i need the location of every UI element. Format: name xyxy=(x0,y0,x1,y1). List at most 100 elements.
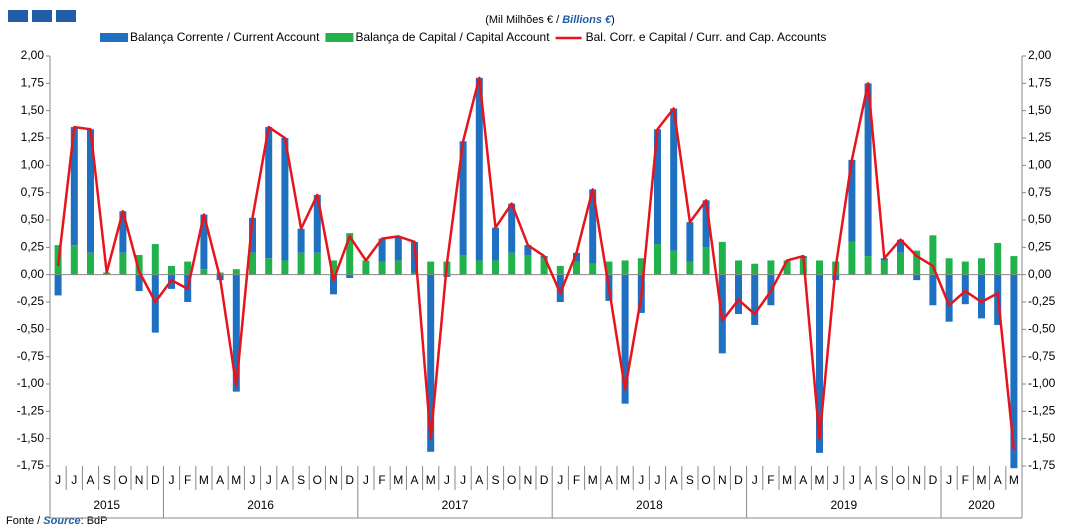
x-tick-label: F xyxy=(767,473,774,487)
bar-capital xyxy=(330,260,337,275)
x-tick-label: J xyxy=(55,473,61,487)
y2-tick-label: -0,50 xyxy=(1028,322,1056,336)
y-tick-label: -1,00 xyxy=(17,376,45,390)
x-tick-label: J xyxy=(363,473,369,487)
bar-capital xyxy=(411,272,418,275)
bar-capital xyxy=(184,261,192,275)
bar-current xyxy=(427,274,435,452)
x-tick-label: D xyxy=(929,473,938,487)
x-tick-label: M xyxy=(199,473,209,487)
year-label: 2017 xyxy=(442,498,469,512)
bar-capital xyxy=(654,244,661,275)
x-tick-label: A xyxy=(281,473,289,487)
bar-capital xyxy=(378,261,386,275)
logo-block xyxy=(32,10,52,22)
bar-capital xyxy=(556,265,564,275)
x-tick-label: J xyxy=(752,473,758,487)
bar-current xyxy=(411,241,418,273)
x-tick-label: O xyxy=(118,473,127,487)
bar-current xyxy=(330,274,337,295)
legend-label: Balança Corrente / Current Account xyxy=(130,30,320,44)
bar-current xyxy=(313,194,321,253)
source-part: Source xyxy=(43,515,80,527)
x-tick-label: D xyxy=(734,473,743,487)
x-tick-label: N xyxy=(718,473,727,487)
x-tick-label: F xyxy=(378,473,385,487)
x-tick-label: A xyxy=(86,473,94,487)
y2-tick-label: 0,00 xyxy=(1028,267,1052,281)
bar-capital xyxy=(346,233,354,275)
y-tick-label: -1,50 xyxy=(17,431,45,445)
bar-capital xyxy=(783,260,791,275)
bar-capital xyxy=(994,242,1002,275)
legend-label: Balança de Capital / Capital Account xyxy=(355,30,550,44)
bar-current xyxy=(945,274,953,322)
subtitle: (Mil Milhões € / Billions €) xyxy=(485,14,615,26)
bar-current xyxy=(346,274,354,278)
x-tick-label: O xyxy=(896,473,905,487)
y2-tick-label: -1,75 xyxy=(1028,458,1056,472)
x-tick-label: O xyxy=(313,473,322,487)
x-tick-label: A xyxy=(994,473,1002,487)
bar-capital xyxy=(297,252,305,275)
x-tick-label: J xyxy=(833,473,839,487)
year-label: 2016 xyxy=(247,498,274,512)
x-tick-label: J xyxy=(460,473,466,487)
bar-current xyxy=(978,274,985,319)
y-tick-label: -1,25 xyxy=(17,404,45,418)
bar-current xyxy=(475,77,483,261)
bar-current xyxy=(297,228,305,253)
x-tick-label: S xyxy=(297,473,305,487)
y2-tick-label: -1,00 xyxy=(1028,376,1056,390)
x-tick-label: M xyxy=(620,473,630,487)
y-tick-label: -0,75 xyxy=(17,349,45,363)
y2-tick-label: 1,00 xyxy=(1028,158,1052,172)
subtitle-part: ) xyxy=(611,14,615,26)
x-tick-label: M xyxy=(1009,473,1019,487)
bar-capital xyxy=(978,258,985,275)
legend-label: Bal. Corr. e Capital / Curr. and Cap. Ac… xyxy=(586,30,827,44)
bar-capital xyxy=(524,254,532,275)
line-total xyxy=(56,76,1016,450)
bar-current xyxy=(394,236,402,261)
x-tick-label: N xyxy=(135,473,144,487)
x-tick-label: F xyxy=(962,473,969,487)
y-tick-label: 0,25 xyxy=(21,240,45,254)
bar-capital xyxy=(362,260,370,275)
bar-capital xyxy=(459,254,467,275)
bar-current xyxy=(961,274,969,305)
x-tick-label: J xyxy=(250,473,256,487)
bar-current xyxy=(1010,274,1018,469)
y-tick-label: 1,00 xyxy=(21,158,45,172)
bar-current xyxy=(816,274,823,453)
year-label: 2020 xyxy=(968,498,995,512)
x-tick-label: S xyxy=(686,473,694,487)
source-part: Fonte / xyxy=(6,515,43,527)
bar-capital xyxy=(1010,256,1018,275)
bar-current xyxy=(864,83,872,257)
bar-current xyxy=(249,217,256,253)
bar-capital xyxy=(621,260,629,275)
x-tick-label: S xyxy=(491,473,499,487)
bar-current xyxy=(913,274,921,281)
bar-current xyxy=(573,252,580,262)
bar-current xyxy=(87,129,94,253)
y2-tick-label: -0,75 xyxy=(1028,349,1056,363)
bar-capital xyxy=(200,269,208,275)
bar-capital xyxy=(718,241,726,275)
bar-current xyxy=(654,129,661,245)
bar-capital xyxy=(767,260,775,275)
bar-capital xyxy=(313,252,321,275)
bar-capital xyxy=(281,260,289,275)
bar-current xyxy=(848,159,856,242)
y2-tick-label: -1,25 xyxy=(1028,404,1056,418)
bar-current xyxy=(508,203,516,253)
x-tick-label: O xyxy=(507,473,516,487)
y2-tick-label: 0,25 xyxy=(1028,240,1052,254)
subtitle-part: (Mil Milhões € / xyxy=(485,14,562,26)
x-tick-label: J xyxy=(946,473,952,487)
logo-block xyxy=(8,10,28,22)
bar-current xyxy=(556,274,564,302)
bar-capital xyxy=(637,258,645,275)
y-tick-label: 1,50 xyxy=(21,103,45,117)
